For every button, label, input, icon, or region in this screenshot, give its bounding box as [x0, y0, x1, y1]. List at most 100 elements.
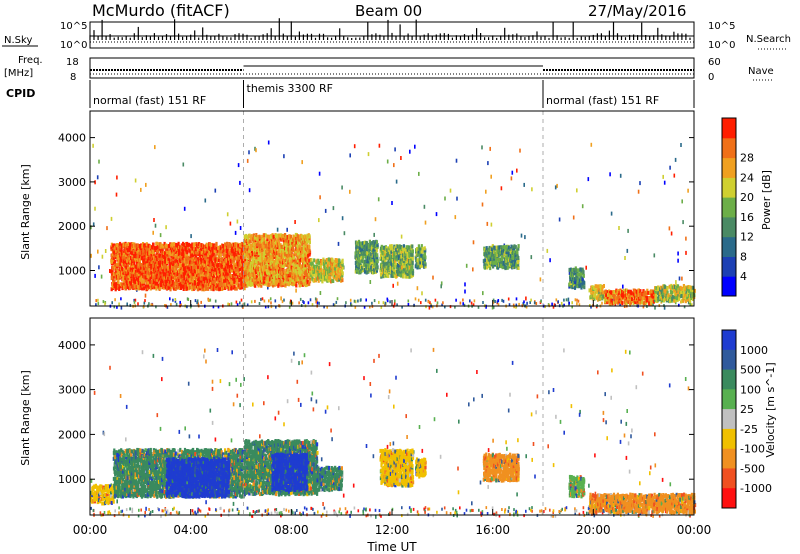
- heatmap-cell: [308, 258, 311, 263]
- heatmap-cell: [122, 242, 125, 247]
- freq-panel-frame: [89, 57, 695, 79]
- heatmap-cell: [251, 249, 254, 254]
- heatmap-speckle: [497, 299, 500, 302]
- heatmap-speckle: [489, 146, 491, 151]
- heatmap-speckle: [568, 301, 570, 305]
- heatmap-cell: [278, 236, 281, 241]
- heatmap-speckle: [481, 145, 483, 150]
- heatmap-cell: [419, 260, 422, 265]
- heatmap-cell: [165, 255, 168, 260]
- heatmap-cell: [191, 242, 194, 247]
- heatmap-speckle: [101, 254, 104, 259]
- heatmap-cell: [599, 288, 602, 292]
- heatmap-cell: [280, 244, 283, 249]
- heatmap-cell: [262, 276, 265, 281]
- heatmap-cell: [159, 253, 162, 258]
- heatmap-cell: [191, 269, 194, 274]
- heatmap-cell: [237, 268, 240, 273]
- heatmap-cell: [372, 258, 375, 263]
- heatmap-cell: [301, 234, 304, 239]
- heatmap-cell: [237, 243, 240, 248]
- heatmap-cell: [153, 279, 156, 284]
- heatmap-cell: [143, 263, 147, 268]
- heatmap-cell: [291, 237, 295, 242]
- heatmap-cell: [129, 269, 132, 274]
- heatmap-speckle: [395, 179, 398, 184]
- heatmap-cell: [319, 264, 323, 269]
- heatmap-cell: [240, 244, 243, 249]
- heatmap-speckle: [681, 199, 683, 204]
- heatmap-cell: [193, 286, 196, 290]
- heatmap-speckle: [234, 230, 237, 235]
- heatmap-cell: [579, 267, 582, 272]
- heatmap-cell: [235, 286, 238, 291]
- heatmap-speckle: [473, 299, 476, 303]
- heatmap-cell: [143, 266, 146, 271]
- heatmap-cell: [252, 238, 255, 243]
- heatmap-cell: [245, 244, 248, 249]
- heatmap-cell: [361, 255, 365, 260]
- heatmap-cell: [203, 263, 206, 268]
- heatmap-cell: [259, 281, 262, 286]
- heatmap-cell: [243, 282, 246, 286]
- heatmap-speckle: [267, 305, 270, 309]
- heatmap-cell: [390, 273, 393, 278]
- heatmap-cell: [176, 243, 179, 248]
- heatmap-cell: [138, 244, 141, 248]
- heatmap-speckle: [90, 225, 92, 230]
- heatmap-cell: [602, 294, 605, 299]
- heatmap-cell: [271, 264, 275, 268]
- heatmap-cell: [284, 254, 287, 259]
- power-heatmap: [90, 111, 696, 310]
- heatmap-speckle: [511, 170, 514, 175]
- heatmap-cell: [252, 268, 255, 273]
- heatmap-cell: [186, 265, 189, 270]
- heatmap-cell: [203, 249, 207, 254]
- heatmap-speckle: [301, 160, 303, 165]
- heatmap-speckle: [153, 218, 155, 222]
- heatmap-cell: [370, 241, 373, 246]
- heatmap-speckle: [280, 296, 282, 301]
- heatmap-cell: [186, 246, 189, 250]
- heatmap-cell: [340, 268, 343, 273]
- heatmap-cell: [163, 284, 166, 288]
- heatmap-cell: [358, 241, 362, 246]
- heatmap-cell: [236, 242, 239, 247]
- heatmap-cell: [267, 278, 271, 283]
- heatmap-speckle: [190, 234, 192, 239]
- heatmap-speckle: [577, 299, 580, 303]
- heatmap-speckle: [441, 303, 443, 307]
- heatmap-cell: [136, 254, 139, 259]
- heatmap-cell: [183, 272, 187, 276]
- heatmap-cell: [599, 293, 602, 298]
- heatmap-cell: [225, 277, 228, 282]
- heatmap-cell: [137, 278, 140, 283]
- heatmap-cell: [269, 243, 272, 248]
- heatmap-speckle: [246, 158, 249, 163]
- heatmap-cell: [157, 283, 160, 288]
- heatmap-speckle: [513, 305, 515, 309]
- heatmap-cell: [572, 281, 575, 285]
- heatmap-cell: [568, 267, 571, 272]
- heatmap-cell: [270, 234, 273, 239]
- heatmap-speckle: [98, 265, 100, 270]
- heatmap-speckle: [307, 301, 310, 305]
- heatmap-cell: [301, 253, 304, 257]
- heatmap-cell: [266, 239, 269, 244]
- heatmap-speckle: [624, 256, 626, 260]
- heatmap-cell: [158, 273, 161, 278]
- heatmap-cell: [626, 298, 629, 303]
- heatmap-cell: [120, 252, 123, 257]
- heatmap-cell: [160, 256, 163, 261]
- heatmap-cell: [300, 264, 303, 269]
- heatmap-cell: [570, 273, 573, 278]
- heatmap-cell: [161, 243, 164, 248]
- heatmap-cell: [277, 271, 280, 276]
- heatmap-cell: [184, 253, 187, 258]
- heatmap-speckle: [524, 235, 526, 240]
- heatmap-cell: [306, 249, 309, 254]
- heatmap-speckle: [363, 305, 366, 309]
- heatmap-cell: [192, 279, 195, 283]
- heatmap-speckle: [332, 206, 335, 211]
- heatmap-cell: [186, 286, 189, 291]
